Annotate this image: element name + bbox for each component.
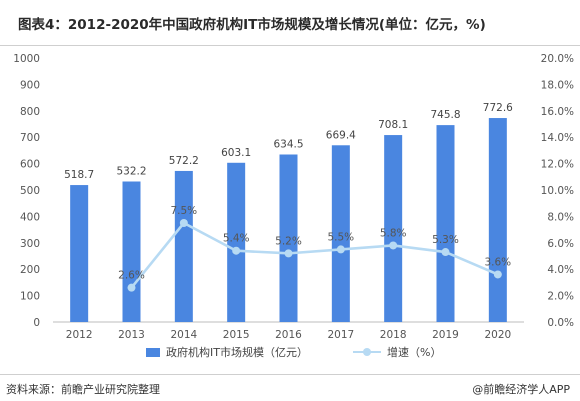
growth-point	[336, 245, 345, 254]
x-tick-label: 2013	[118, 329, 145, 340]
x-tick-label: 2017	[327, 329, 354, 340]
bar-value-label: 603.1	[221, 147, 251, 159]
legend-line-swatch	[353, 347, 381, 357]
growth-point	[179, 219, 188, 227]
bar-value-label: 708.1	[378, 119, 408, 131]
bar	[384, 135, 403, 322]
bar	[279, 154, 298, 322]
bar-value-label: 532.2	[116, 165, 146, 177]
bar	[331, 145, 350, 322]
x-tick-label: 2014	[170, 329, 197, 340]
y-left-tick-label: 400	[20, 211, 40, 223]
y-left-tick-label: 700	[20, 132, 40, 144]
chart-title: 图表4：2012-2020年中国政府机构IT市场规模及增长情况(单位：亿元，%)	[18, 17, 486, 33]
growth-point	[493, 270, 502, 279]
bar-value-label: 745.8	[430, 109, 460, 121]
source-note: 资料来源：前瞻产业研究院整理	[6, 383, 160, 396]
y-left-tick-label: 300	[20, 238, 40, 250]
bar	[436, 125, 455, 323]
growth-point	[284, 249, 293, 258]
y-right-tick-label: 0.0%	[547, 317, 574, 329]
x-tick-label: 2018	[380, 329, 407, 340]
growth-point	[441, 248, 450, 257]
y-right-tick-label: 16.0%	[541, 106, 574, 118]
growth-value-label: 2.6%	[118, 270, 145, 282]
legend-item-bars: 政府机构IT市场规模（亿元）	[146, 344, 308, 360]
x-tick-label: 2012	[66, 329, 93, 340]
title-divider	[0, 45, 580, 46]
legend-line-label: 增速（%）	[387, 346, 442, 359]
brand-credit: @前瞻经济学人APP	[472, 383, 570, 396]
y-left-tick-label: 600	[20, 159, 40, 171]
x-tick-label: 2019	[432, 329, 459, 340]
growth-value-label: 5.2%	[275, 235, 302, 247]
legend-bar-swatch	[146, 347, 160, 357]
bar-value-label: 634.5	[273, 138, 303, 150]
footer-divider	[0, 374, 580, 375]
bar	[122, 181, 141, 322]
y-left-tick-label: 200	[20, 264, 40, 276]
growth-value-label: 5.8%	[380, 227, 407, 239]
growth-point	[232, 246, 241, 255]
bar-value-label: 772.6	[483, 102, 513, 114]
y-left-tick-label: 100	[20, 291, 40, 303]
growth-point	[389, 241, 398, 250]
y-left-tick-label: 0	[33, 317, 40, 329]
bar-value-label: 572.2	[169, 155, 199, 167]
y-right-tick-label: 8.0%	[547, 211, 574, 223]
y-left-tick-label: 800	[20, 106, 40, 118]
bar-value-label: 518.7	[64, 169, 94, 181]
growth-value-label: 5.4%	[223, 233, 250, 245]
bar	[488, 118, 507, 322]
bar	[227, 162, 246, 322]
y-right-tick-label: 10.0%	[541, 185, 574, 197]
chart-canvas: 518.7 532.2 572.2 603.1 634.5 669.4 708.1 745.8…	[13, 53, 574, 340]
legend-item-line: 增速（%）	[353, 344, 441, 360]
x-tick-label: 2020	[484, 329, 511, 340]
y-right-tick-label: 2.0%	[547, 291, 574, 303]
y-right-tick-label: 4.0%	[547, 264, 574, 276]
growth-value-label: 7.5%	[170, 205, 197, 217]
y-right-tick-label: 20.0%	[541, 53, 574, 65]
y-left-tick-label: 500	[20, 185, 40, 197]
y-left-tick-label: 900	[20, 79, 40, 91]
bar	[174, 170, 193, 322]
y-right-tick-label: 6.0%	[547, 238, 574, 250]
bar-value-label: 669.4	[326, 129, 356, 141]
y-right-tick-label: 14.0%	[541, 132, 574, 144]
y-right-tick-label: 12.0%	[541, 159, 574, 171]
growth-line	[130, 221, 499, 289]
legend-bar-label: 政府机构IT市场规模（亿元）	[166, 346, 308, 359]
legend: 政府机构IT市场规模（亿元） 增速（%）	[0, 344, 580, 364]
growth-value-label: 3.6%	[484, 256, 511, 268]
y-left-tick-label: 1000	[13, 53, 40, 65]
bar	[70, 185, 89, 322]
x-tick-label: 2015	[223, 329, 250, 340]
x-tick-label: 2016	[275, 329, 302, 340]
growth-point	[127, 283, 136, 292]
y-right-tick-label: 18.0%	[541, 79, 574, 91]
growth-value-label: 5.5%	[327, 231, 354, 243]
growth-value-label: 5.3%	[432, 234, 459, 246]
